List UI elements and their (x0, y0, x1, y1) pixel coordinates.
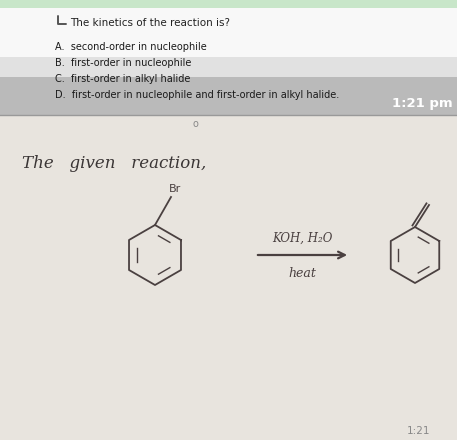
Text: KOH, H₂O: KOH, H₂O (272, 232, 332, 245)
Bar (0, 77, 457, 115)
Text: heat: heat (288, 267, 316, 280)
Text: C.  first-order in alkyl halide: C. first-order in alkyl halide (55, 74, 191, 84)
Text: 1:21: 1:21 (406, 426, 430, 436)
Bar (0, 115, 457, 440)
Text: o: o (192, 119, 198, 129)
Bar (0, 57, 457, 77)
Text: D.  first-order in nucleophile and first-order in alkyl halide.: D. first-order in nucleophile and first-… (55, 90, 339, 100)
Text: 1:21 pm: 1:21 pm (393, 96, 453, 110)
Text: The   given   reaction,: The given reaction, (22, 155, 206, 172)
Text: The kinetics of the reaction is?: The kinetics of the reaction is? (70, 18, 230, 28)
Text: A.  second-order in nucleophile: A. second-order in nucleophile (55, 42, 207, 52)
Text: Br: Br (169, 184, 181, 194)
Bar (0, 8, 457, 115)
Bar (0, 0, 457, 8)
Text: B.  first-order in nucleophile: B. first-order in nucleophile (55, 58, 191, 68)
